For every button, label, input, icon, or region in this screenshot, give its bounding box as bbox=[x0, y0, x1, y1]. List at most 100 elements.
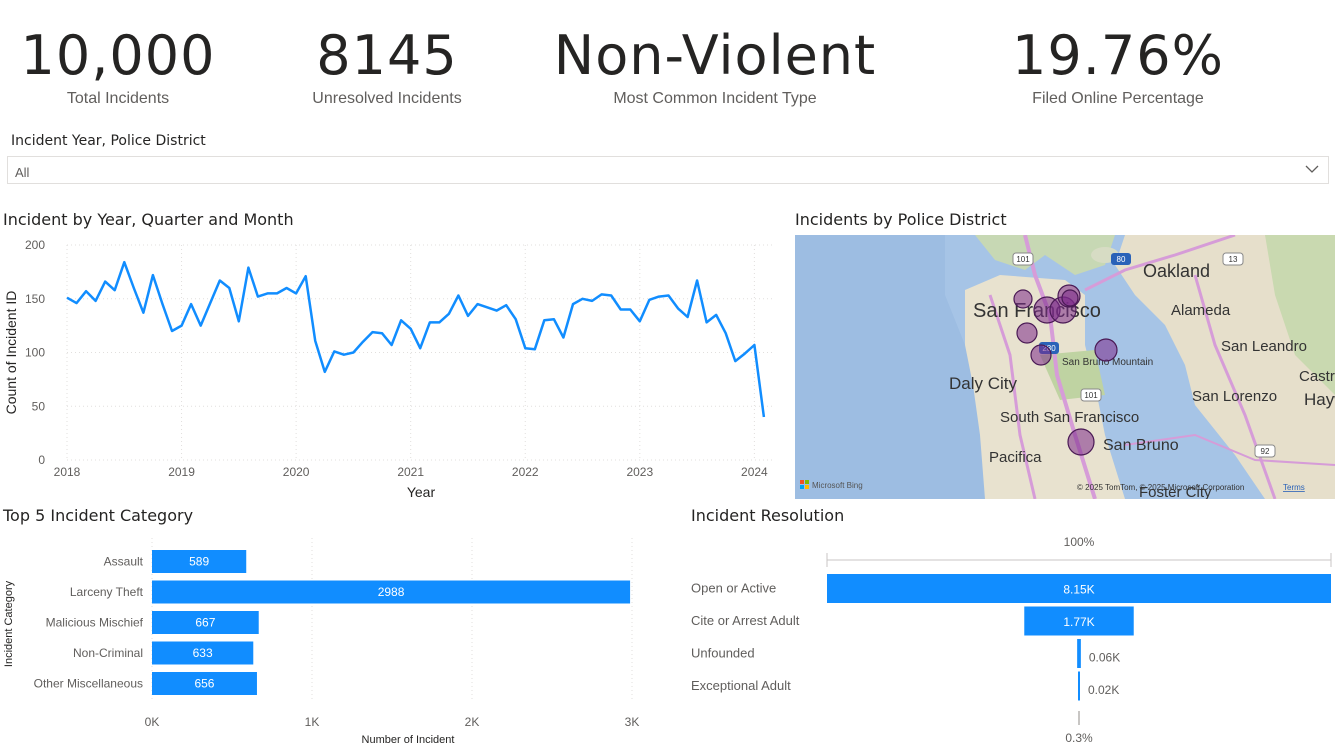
line-point[interactable] bbox=[65, 295, 70, 300]
kpi-label: Total Incidents bbox=[66, 90, 170, 107]
district-bubble[interactable] bbox=[1013, 289, 1033, 309]
line-point[interactable] bbox=[609, 293, 614, 298]
incident-count-line[interactable] bbox=[66, 260, 766, 418]
line-point[interactable] bbox=[217, 278, 222, 283]
line-point[interactable] bbox=[446, 311, 451, 316]
line-point[interactable] bbox=[618, 307, 623, 312]
line-point[interactable] bbox=[131, 286, 136, 291]
line-point[interactable] bbox=[676, 306, 681, 311]
category-bar[interactable] bbox=[152, 672, 257, 695]
line-point[interactable] bbox=[580, 296, 585, 301]
line-point[interactable] bbox=[551, 317, 556, 322]
line-point[interactable] bbox=[198, 323, 203, 328]
line-point[interactable] bbox=[332, 349, 337, 354]
line-point[interactable] bbox=[408, 326, 413, 331]
line-chart[interactable]: 0 50 100 150 200 2018 2019 2020 2021 2022 2023 2024… bbox=[0, 232, 790, 504]
line-point[interactable] bbox=[485, 305, 490, 310]
line-point[interactable] bbox=[742, 351, 747, 356]
line-point[interactable] bbox=[275, 291, 280, 296]
line-point[interactable] bbox=[227, 286, 232, 291]
funnel-bar[interactable] bbox=[827, 574, 1331, 603]
line-point[interactable] bbox=[208, 301, 213, 306]
line-point[interactable] bbox=[255, 294, 260, 299]
line-point[interactable] bbox=[313, 338, 318, 343]
category-bar[interactable] bbox=[152, 580, 631, 604]
category-bar[interactable] bbox=[152, 641, 254, 665]
line-point[interactable] bbox=[465, 313, 470, 318]
line-point[interactable] bbox=[380, 331, 385, 336]
category-bar[interactable] bbox=[152, 611, 259, 634]
district-bubble[interactable] bbox=[1030, 344, 1052, 366]
line-point[interactable] bbox=[456, 293, 461, 298]
line-point[interactable] bbox=[150, 273, 155, 278]
line-point[interactable] bbox=[103, 279, 108, 284]
line-point[interactable] bbox=[752, 342, 757, 347]
line-point[interactable] bbox=[74, 301, 79, 306]
line-point[interactable] bbox=[341, 352, 346, 357]
line-point[interactable] bbox=[141, 310, 146, 315]
line-point[interactable] bbox=[236, 319, 241, 324]
category-label: Assault bbox=[104, 555, 144, 569]
map-terms-link[interactable]: Terms bbox=[1283, 483, 1305, 492]
line-point[interactable] bbox=[561, 335, 566, 340]
line-point[interactable] bbox=[628, 307, 633, 312]
line-point[interactable] bbox=[656, 294, 661, 299]
line-point[interactable] bbox=[122, 260, 127, 265]
line-point[interactable] bbox=[761, 415, 766, 420]
line-point[interactable] bbox=[704, 320, 709, 325]
line-point[interactable] bbox=[590, 298, 595, 303]
line-point[interactable] bbox=[494, 308, 499, 313]
line-point[interactable] bbox=[647, 297, 652, 302]
line-point[interactable] bbox=[246, 265, 251, 270]
district-bubbles[interactable] bbox=[1013, 284, 1118, 456]
funnel-bar[interactable] bbox=[1078, 671, 1080, 701]
district-map[interactable]: 101 80 13 280 101 92 Oakland San Francis… bbox=[795, 235, 1335, 499]
line-point[interactable] bbox=[513, 317, 518, 322]
district-bubble[interactable] bbox=[1094, 338, 1118, 362]
line-point[interactable] bbox=[523, 346, 528, 351]
funnel-bar[interactable] bbox=[1024, 606, 1134, 636]
line-point[interactable] bbox=[160, 302, 165, 307]
line-point[interactable] bbox=[170, 329, 175, 334]
line-point[interactable] bbox=[723, 331, 728, 336]
category-bar-chart[interactable]: 0K 1K 2K 3K Assault 589 Larceny Theft 2988 Malic… bbox=[0, 530, 660, 747]
line-point[interactable] bbox=[532, 347, 537, 352]
line-point[interactable] bbox=[504, 303, 509, 308]
resolution-funnel[interactable]: 100% Open or Active 8.15K Cite or Arrest Ad… bbox=[680, 530, 1336, 747]
line-point[interactable] bbox=[179, 323, 184, 328]
line-point[interactable] bbox=[265, 291, 270, 296]
line-point[interactable] bbox=[399, 318, 404, 323]
chevron-down-icon[interactable] bbox=[1304, 161, 1320, 177]
line-point[interactable] bbox=[599, 292, 604, 297]
slicer-dropdown[interactable]: All bbox=[7, 156, 1329, 184]
line-point[interactable] bbox=[666, 293, 671, 298]
line-point[interactable] bbox=[351, 350, 356, 355]
line-point[interactable] bbox=[112, 288, 117, 293]
line-point[interactable] bbox=[84, 289, 89, 294]
district-bubble[interactable] bbox=[1061, 289, 1079, 307]
line-point[interactable] bbox=[294, 291, 299, 296]
line-point[interactable] bbox=[189, 302, 194, 307]
line-point[interactable] bbox=[475, 302, 480, 307]
category-bar[interactable] bbox=[152, 550, 247, 573]
line-point[interactable] bbox=[542, 318, 547, 323]
line-point[interactable] bbox=[322, 369, 327, 374]
line-point[interactable] bbox=[695, 278, 700, 283]
line-point[interactable] bbox=[437, 320, 442, 325]
funnel-bar[interactable] bbox=[1077, 639, 1081, 668]
line-point[interactable] bbox=[733, 359, 738, 364]
line-point[interactable] bbox=[93, 298, 98, 303]
line-point[interactable] bbox=[360, 339, 365, 344]
line-point[interactable] bbox=[303, 274, 308, 279]
line-point[interactable] bbox=[418, 346, 423, 351]
line-point[interactable] bbox=[427, 320, 432, 325]
district-bubble[interactable] bbox=[1067, 428, 1095, 456]
line-point[interactable] bbox=[389, 342, 394, 347]
district-bubble[interactable] bbox=[1016, 322, 1038, 344]
line-point[interactable] bbox=[370, 330, 375, 335]
line-point[interactable] bbox=[685, 315, 690, 320]
line-point[interactable] bbox=[714, 312, 719, 317]
line-point[interactable] bbox=[284, 286, 289, 291]
line-point[interactable] bbox=[570, 302, 575, 307]
line-point[interactable] bbox=[637, 319, 642, 324]
